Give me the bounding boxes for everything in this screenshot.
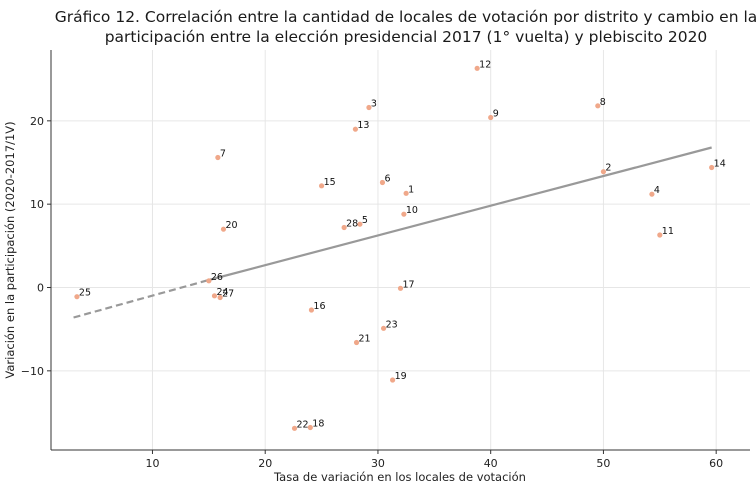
data-point-11 [657, 232, 663, 238]
x-tick-label: 40 [484, 457, 498, 470]
trend-line-dashed [73, 278, 210, 319]
data-point-12 [474, 65, 480, 71]
data-point-label-17: 17 [403, 279, 415, 290]
grid-lines [51, 50, 750, 450]
data-point-label-4: 4 [654, 185, 660, 196]
data-point-2 [600, 169, 607, 175]
y-tick-label: 0 [37, 282, 44, 295]
data-point-label-15: 15 [324, 177, 336, 188]
data-point-label-12: 12 [479, 59, 491, 70]
data-point-13 [352, 126, 359, 132]
data-point-17 [397, 285, 404, 291]
y-axis-label: Variación en la participación (2020-2017… [3, 121, 17, 378]
data-point-label-28: 28 [346, 219, 358, 230]
y-tick-label: 20 [30, 115, 44, 128]
data-point-6 [379, 179, 386, 186]
data-point-25 [74, 294, 80, 300]
data-point-label-22: 22 [297, 419, 309, 430]
y-tick-label: −10 [21, 365, 44, 378]
data-point-15 [318, 183, 325, 189]
data-point-28 [341, 224, 347, 231]
data-point-label-24: 24 [216, 287, 228, 298]
data-point-4 [649, 191, 655, 197]
data-point-label-8: 8 [600, 97, 606, 108]
data-point-label-5: 5 [362, 215, 368, 226]
data-point-20 [220, 226, 227, 232]
data-point-10 [401, 211, 407, 217]
data-point-label-20: 20 [225, 220, 237, 231]
data-point-label-23: 23 [386, 319, 398, 330]
x-tick-label: 10 [145, 457, 159, 470]
data-point-label-2: 2 [605, 163, 611, 174]
data-point-14 [709, 164, 715, 171]
data-point-label-11: 11 [662, 226, 674, 237]
x-tick-label: 50 [596, 457, 610, 470]
data-point-label-27: 27 [222, 289, 234, 300]
x-axis-label: Tasa de variación en los locales de vota… [273, 470, 526, 484]
data-point-label-16: 16 [313, 301, 325, 312]
data-point-9 [488, 114, 494, 121]
chart-title-line-1: Gráfico 12. Correlación entre la cantida… [55, 8, 756, 26]
data-point-21 [353, 339, 360, 346]
data-point-label-6: 6 [384, 174, 390, 185]
data-point-label-26: 26 [211, 272, 223, 283]
data-point-19 [390, 377, 396, 383]
data-point-label-3: 3 [371, 99, 377, 110]
data-point-18 [307, 424, 313, 431]
data-point-label-25: 25 [79, 288, 91, 299]
data-point-1 [403, 190, 409, 196]
trend-line-solid [208, 146, 712, 282]
data-point-24 [211, 293, 218, 299]
data-point-label-9: 9 [493, 109, 499, 120]
data-point-5 [357, 221, 363, 227]
data-point-16 [308, 307, 315, 313]
data-point-3 [366, 104, 372, 111]
axis-ticks: 10 20 30 40 50 60 −10 0 10 20 [21, 115, 723, 470]
chart-title-line-2: participación entre la elección presiden… [105, 28, 708, 46]
x-tick-label: 60 [709, 457, 723, 470]
data-point-label-13: 13 [357, 120, 369, 131]
data-point-label-18: 18 [312, 419, 324, 430]
x-tick-label: 30 [371, 457, 385, 470]
data-point-22 [291, 425, 298, 431]
data-points: 1234567891011121314151617181920212223242… [74, 59, 726, 431]
x-tick-label: 20 [258, 457, 272, 470]
data-point-7 [215, 154, 221, 161]
trend-line [73, 146, 712, 319]
data-point-8 [595, 103, 601, 109]
data-point-label-21: 21 [359, 334, 371, 345]
data-point-label-14: 14 [714, 159, 726, 170]
data-point-26 [206, 278, 212, 284]
data-point-27 [217, 294, 223, 301]
data-point-23 [380, 325, 387, 331]
y-tick-label: 10 [30, 198, 44, 211]
data-point-label-10: 10 [406, 205, 418, 216]
data-point-label-19: 19 [395, 371, 407, 382]
data-point-label-7: 7 [220, 149, 226, 160]
data-point-label-1: 1 [408, 184, 414, 195]
